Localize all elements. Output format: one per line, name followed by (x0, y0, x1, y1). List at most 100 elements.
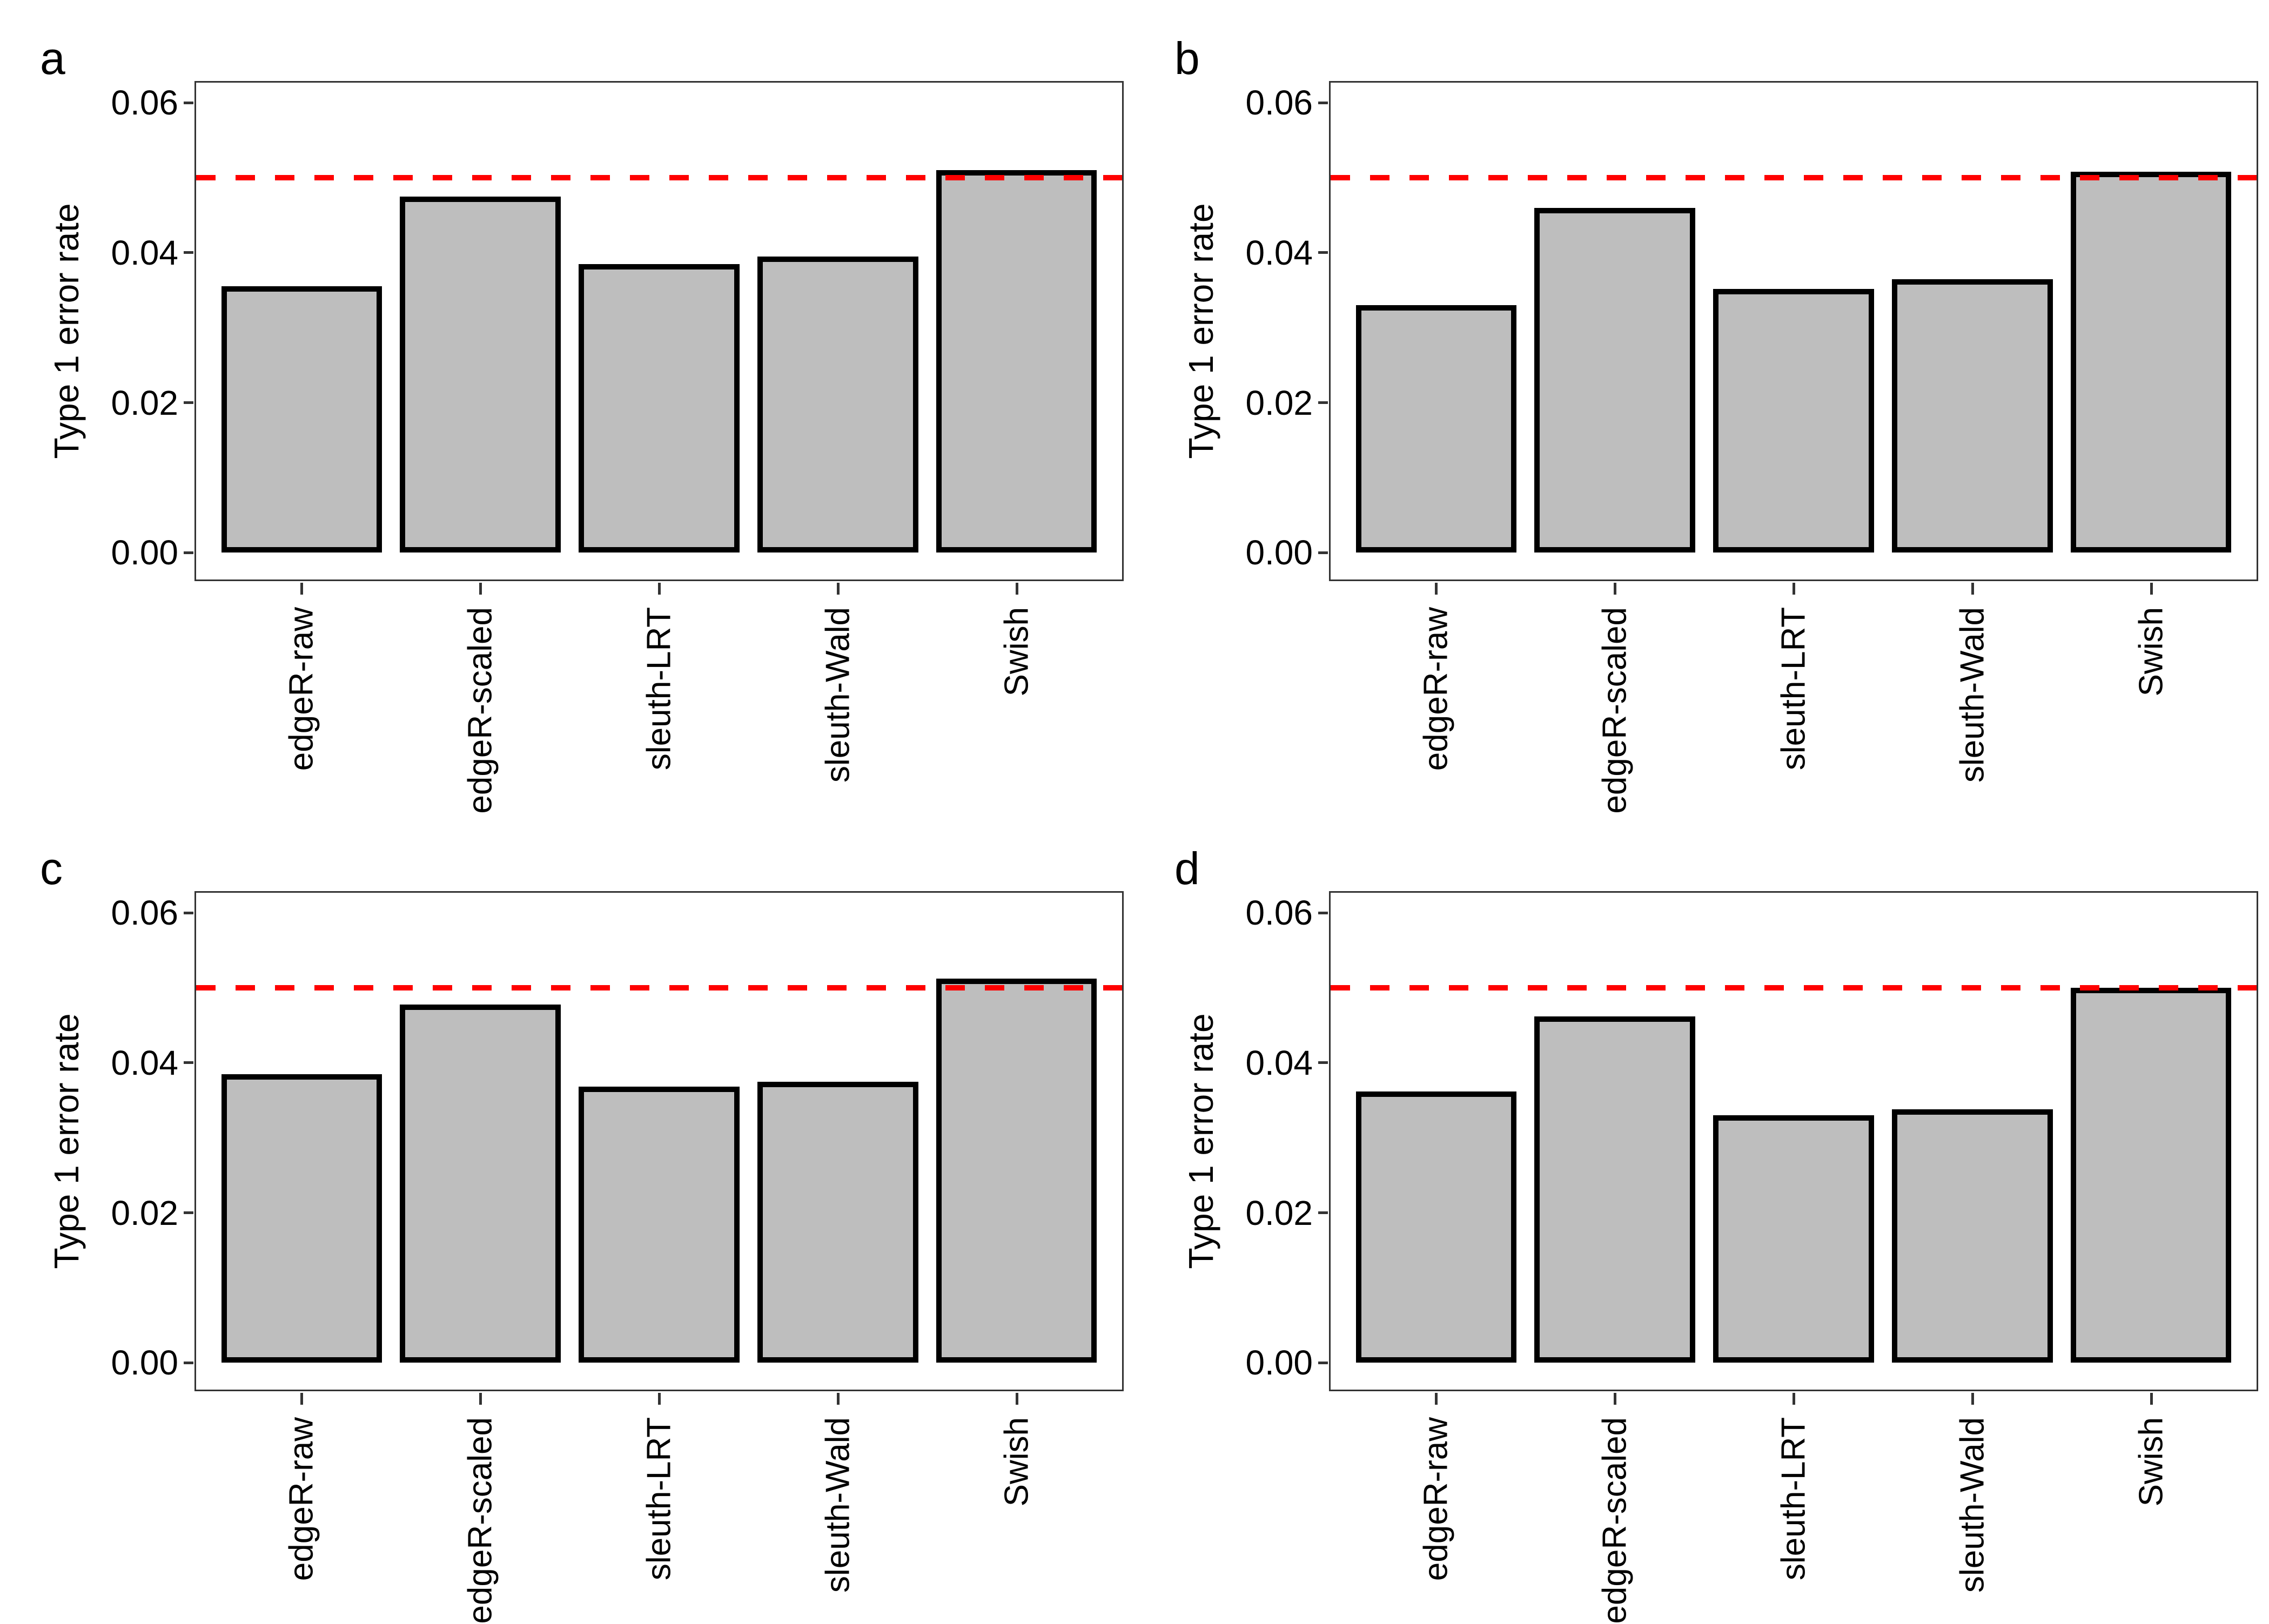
y-tick-label: 0.04 (111, 233, 178, 272)
x-axis-tick (1971, 1393, 1974, 1405)
y-tick-label: 0.06 (111, 83, 178, 123)
plot-area-a (194, 81, 1124, 581)
x-tick-label: sleuth-Wald (819, 607, 857, 783)
panel-border (194, 891, 1124, 1391)
x-tick-label: Swish (2132, 607, 2170, 697)
x-tick-label: Swish (2132, 1417, 2170, 1507)
y-axis-tick (1318, 401, 1328, 405)
y-tick-label: 0.04 (1245, 233, 1313, 272)
bar-edgeR-raw (1355, 1091, 1517, 1363)
y-tick-label: 0.02 (1245, 1193, 1313, 1232)
x-axis-tick (1435, 1393, 1438, 1405)
x-axis-tick (1793, 1393, 1795, 1405)
y-axis-tick (1318, 1061, 1328, 1064)
bar-sleuth-Wald (1891, 1109, 2053, 1363)
y-tick-label: 0.02 (111, 383, 178, 422)
threshold-line (196, 985, 1122, 991)
bar-Swish (2070, 988, 2232, 1363)
threshold-line (1331, 985, 2257, 991)
y-axis-tick (184, 1061, 193, 1064)
y-axis-tick (1318, 551, 1328, 554)
panel-d: d Type 1 error rate edgeR-raw edgeR-scale… (1134, 810, 2269, 1624)
y-tick-label: 0.00 (1245, 533, 1313, 572)
y-tick-label: 0.00 (1245, 1343, 1313, 1383)
x-axis-tick (479, 583, 482, 595)
y-axis-tick (1318, 251, 1328, 254)
panel-a: a Type 1 error rate edgeR-raw edgeR-scale… (0, 0, 1134, 814)
x-axis-tick (479, 1393, 482, 1405)
y-axis-tick (1318, 1211, 1328, 1215)
y-axis-tick (184, 551, 193, 554)
y-tick-label: 0.06 (1245, 83, 1313, 123)
panel-letter-d: d (1174, 843, 1200, 894)
y-tick-label: 0.04 (1245, 1043, 1313, 1082)
bar-edgeR-scaled (400, 196, 561, 553)
y-tick-label: 0.06 (1245, 893, 1313, 933)
bar-Swish (2070, 171, 2232, 553)
panel-c: c Type 1 error rate edgeR-raw edgeR-scale… (0, 810, 1134, 1624)
panel-border (1329, 891, 2258, 1391)
plot-area-d (1329, 891, 2258, 1391)
y-tick-label: 0.06 (111, 893, 178, 933)
threshold-line (1331, 175, 2257, 181)
y-axis-tick (1318, 911, 1328, 914)
x-axis-tick (1015, 583, 1018, 595)
x-tick-label: edgeR-scaled (1596, 1417, 1634, 1624)
y-tick-label: 0.04 (111, 1043, 178, 1082)
x-axis-tick (2150, 583, 2153, 595)
bar-edgeR-raw (221, 1074, 382, 1363)
x-axis-tick (836, 1393, 840, 1405)
y-tick-label: 0.02 (111, 1193, 178, 1232)
bar-Swish (936, 170, 1097, 553)
plot-area-b (1329, 81, 2258, 581)
x-axis-tick (1435, 583, 1438, 595)
bar-sleuth-LRT (1713, 1115, 1874, 1363)
x-tick-label: edgeR-scaled (1596, 607, 1634, 814)
y-tick-label: 0.02 (1245, 383, 1313, 422)
y-axis-tick (184, 1211, 193, 1215)
bar-sleuth-Wald (757, 1081, 918, 1363)
panel-letter-c: c (40, 843, 63, 894)
y-tick-label: 0.00 (111, 533, 178, 572)
bar-sleuth-Wald (1891, 279, 2053, 553)
y-axis-tick (184, 101, 193, 104)
y-axis-tick (1318, 1361, 1328, 1364)
panel-letter-b: b (1174, 33, 1200, 84)
panel-border (194, 81, 1124, 581)
x-tick-label: sleuth-LRT (640, 607, 678, 771)
x-tick-label: edgeR-raw (1417, 1417, 1455, 1581)
x-tick-label: sleuth-LRT (1775, 607, 1812, 771)
panel-border (1329, 81, 2258, 581)
x-tick-label: Swish (998, 1417, 1036, 1507)
x-tick-label: edgeR-scaled (461, 607, 499, 814)
y-axis-tick (184, 401, 193, 405)
bar-edgeR-raw (221, 286, 382, 553)
panel-letter-a: a (40, 33, 65, 84)
x-tick-label: edgeR-raw (283, 1417, 320, 1581)
y-axis-tick (1318, 101, 1328, 104)
x-tick-label: Swish (998, 607, 1036, 697)
x-tick-label: sleuth-LRT (640, 1417, 678, 1581)
x-tick-label: sleuth-LRT (1775, 1417, 1812, 1581)
x-axis-tick (1015, 1393, 1018, 1405)
x-axis-tick (1614, 1393, 1617, 1405)
x-axis-tick (1793, 583, 1795, 595)
bar-edgeR-raw (1355, 305, 1517, 553)
y-axis-tick (184, 911, 193, 914)
x-axis-tick (300, 583, 304, 595)
bar-sleuth-Wald (757, 256, 918, 553)
x-tick-label: edgeR-raw (1417, 607, 1455, 771)
y-tick-label: 0.00 (111, 1343, 178, 1383)
bar-sleuth-LRT (1713, 288, 1874, 553)
x-axis-tick (658, 1393, 661, 1405)
bar-sleuth-LRT (579, 1087, 740, 1363)
x-tick-label: sleuth-Wald (1954, 607, 1991, 783)
x-axis-tick (1971, 583, 1974, 595)
y-axis-tick (184, 251, 193, 254)
y-axis-tick (184, 1361, 193, 1364)
x-axis-tick (300, 1393, 304, 1405)
x-tick-label: edgeR-scaled (461, 1417, 499, 1624)
threshold-line (196, 175, 1122, 181)
plot-area-c (194, 891, 1124, 1391)
bar-Swish (936, 979, 1097, 1363)
